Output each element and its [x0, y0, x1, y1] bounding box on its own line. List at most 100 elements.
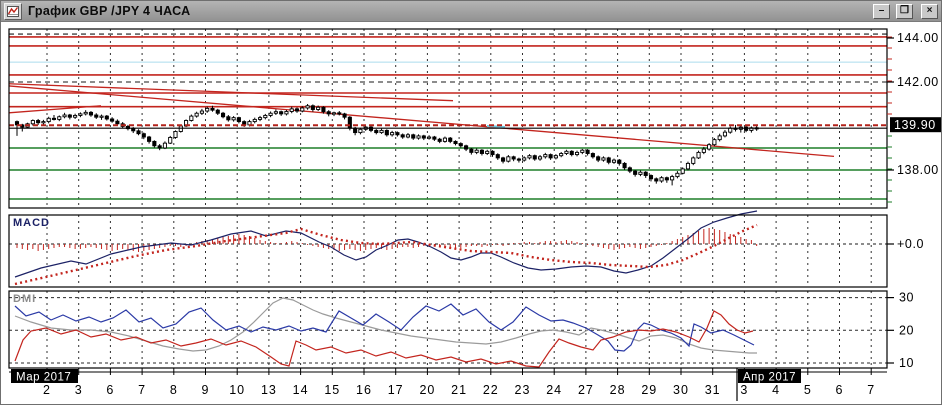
candle-body	[189, 115, 194, 121]
candle-body	[532, 155, 537, 160]
candle-body	[284, 111, 289, 115]
candle-body	[437, 138, 442, 142]
dmi-axis-label: 30	[899, 291, 914, 305]
candle-body	[490, 150, 495, 156]
candle-body	[448, 137, 453, 142]
candle-body	[474, 149, 479, 153]
candle-body	[300, 107, 305, 112]
candle-body	[622, 162, 627, 169]
candle-body	[701, 148, 706, 153]
candle-body	[236, 117, 241, 123]
candle-body	[273, 111, 278, 114]
price-axis-label: 142.00	[897, 75, 939, 89]
trend-line[interactable]	[8, 85, 835, 158]
candle-body	[421, 135, 426, 139]
candle-body	[712, 139, 717, 146]
minimize-button[interactable]: –	[873, 3, 890, 19]
current-price-badge	[890, 117, 941, 133]
candle-body	[67, 114, 72, 118]
candle-body	[73, 114, 78, 118]
date-label: 8	[170, 383, 178, 397]
dmi-minus-di-line	[14, 310, 754, 368]
candle-body	[722, 131, 728, 137]
candle-body	[321, 106, 326, 113]
date-label: 5	[804, 383, 812, 397]
candle-body	[659, 177, 664, 182]
candle-body	[596, 156, 601, 161]
candle-body	[337, 112, 342, 115]
date-label: 9	[202, 383, 210, 397]
window-titlebar[interactable]: График GBP /JPY 4 ЧАСА – ❐ ×	[1, 1, 941, 22]
candle-body	[453, 140, 458, 145]
dmi-axis-label: 20	[899, 323, 914, 337]
date-label: 14	[293, 383, 309, 397]
month-badge-label: Мар 2017	[16, 372, 71, 384]
candle-body	[62, 114, 67, 118]
macd-signal-line	[14, 223, 758, 286]
candle-body	[205, 107, 210, 112]
candle-body	[194, 112, 199, 117]
candle-body	[432, 136, 437, 140]
date-label: 7	[867, 383, 875, 397]
candle-body	[580, 149, 585, 153]
candle-body	[685, 162, 691, 170]
candle-body	[395, 132, 400, 136]
candle-body	[162, 142, 167, 149]
date-label: 2	[43, 383, 51, 397]
trend-line[interactable]	[8, 83, 454, 102]
candle-body	[559, 153, 564, 157]
candle-body	[51, 117, 57, 120]
maximize-button[interactable]: ❐	[896, 3, 913, 19]
candle-body	[638, 171, 643, 175]
month-badge	[11, 369, 78, 383]
candle-body	[252, 118, 257, 123]
candle-body	[41, 121, 46, 124]
candle-body	[442, 137, 447, 142]
chart-canvas: 144.00 142.00 139.90 138.00 MACD +0.0 DMI 30 20 1…	[1, 22, 941, 404]
candle-body	[633, 170, 638, 175]
date-label: 16	[356, 383, 372, 397]
candle-body	[617, 159, 622, 164]
date-label: 21	[451, 383, 467, 397]
candle-body	[231, 117, 236, 121]
candle-body	[717, 135, 722, 141]
candle-body	[411, 134, 416, 139]
candle-body	[400, 134, 405, 138]
candle-body	[110, 118, 115, 122]
candle-body	[257, 117, 263, 120]
candle-body	[104, 115, 109, 120]
close-button[interactable]: ×	[921, 3, 938, 19]
candle-body	[627, 167, 632, 172]
candle-body	[664, 177, 669, 181]
trend-line[interactable]	[8, 105, 102, 114]
candle-body	[564, 150, 569, 154]
candle-body	[46, 117, 51, 123]
candle-body	[94, 114, 99, 118]
candle-body	[675, 172, 680, 178]
candle-body	[522, 157, 527, 161]
candle-body	[654, 178, 659, 182]
candle-body	[353, 127, 358, 134]
candle-body	[696, 151, 701, 159]
month-badge-label: Апр 2017	[743, 372, 796, 384]
candle-body	[358, 128, 363, 134]
candle-body	[374, 129, 379, 134]
candle-body	[384, 129, 389, 136]
candle-body	[99, 115, 104, 118]
candle-body	[464, 145, 469, 150]
candle-body	[527, 155, 532, 159]
candle-body	[294, 108, 300, 112]
date-label: 6	[836, 383, 844, 397]
candle-body	[548, 154, 553, 159]
candle-body	[220, 112, 226, 118]
dmi-plus-di-line	[14, 303, 755, 352]
candle-body	[416, 135, 421, 139]
date-label: 27	[578, 383, 594, 397]
date-label: 15	[324, 383, 340, 397]
candle-body	[643, 171, 648, 176]
candle-body	[469, 148, 474, 153]
chart-app-icon	[4, 2, 22, 20]
candle-body	[427, 136, 432, 139]
window-title: График GBP /JPY 4 ЧАСА	[28, 4, 191, 18]
candle-body	[88, 111, 94, 116]
